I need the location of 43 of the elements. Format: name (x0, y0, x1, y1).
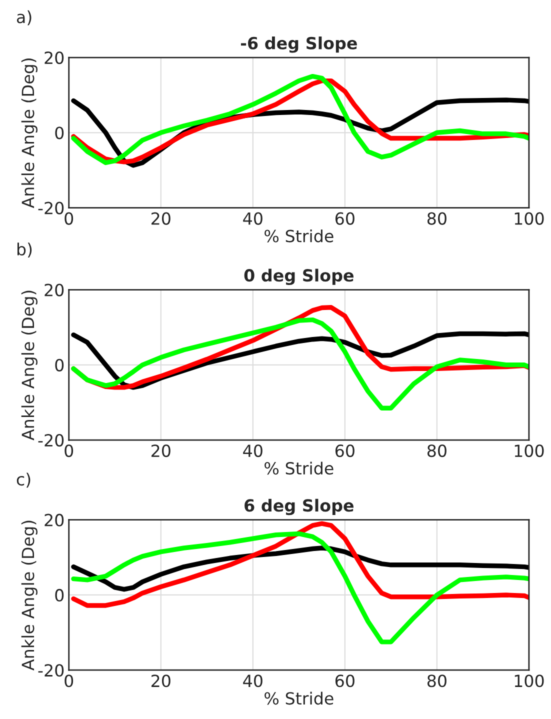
y-tick-label: 20 (44, 51, 64, 64)
x-tick-label: 100 (514, 444, 544, 458)
x-tick-label: 100 (514, 212, 544, 225)
y-tick-label: -20 (38, 434, 64, 447)
line-series (71, 317, 529, 410)
x-tick-label: 20 (152, 212, 170, 225)
y-tick-label: 0 (55, 126, 64, 140)
chart-title: -6 deg Slope (240, 36, 357, 53)
x-tick-label: 40 (243, 674, 262, 688)
y-tick-label: 0 (55, 358, 64, 372)
x-tick-label: 60 (335, 212, 354, 225)
y-tick-label: -20 (38, 664, 64, 677)
x-tick-label: 80 (427, 674, 446, 688)
line-series (71, 521, 529, 608)
x-tick-label: 0 (64, 212, 74, 225)
x-tick-label: 0 (64, 444, 74, 458)
y-tick-label: 20 (44, 284, 64, 296)
text: b) (17, 242, 32, 258)
y-axis-title: Ankle Angle (Deg) (21, 58, 38, 208)
x-tick-label: 40 (243, 444, 262, 458)
x-tick-label: 60 (335, 674, 354, 688)
x-axis-title: % Stride (264, 462, 334, 475)
text: a) (16, 10, 32, 26)
y-tick-label: 20 (44, 514, 64, 526)
x-axis-title: % Stride (264, 692, 334, 705)
x-tick-label: 100 (514, 674, 544, 688)
line-series (71, 546, 529, 592)
x-tick-label: 0 (64, 674, 74, 688)
y-axis-title: Ankle Angle (Deg) (21, 520, 38, 670)
x-tick-label: 20 (152, 674, 170, 688)
x-tick-label: 40 (243, 212, 262, 225)
y-tick-label: 0 (55, 588, 64, 602)
chart-title: 0 deg Slope (244, 268, 354, 286)
y-tick-label: -20 (38, 202, 64, 214)
x-tick-label: 20 (152, 444, 170, 458)
line-series (71, 531, 529, 644)
y-axis-title: Ankle Angle (Deg) (21, 290, 38, 440)
x-axis-title: % Stride (264, 229, 334, 242)
text: c) (16, 472, 30, 488)
x-tick-label: 80 (427, 212, 446, 225)
x-tick-label: 80 (427, 444, 446, 458)
x-tick-label: 60 (335, 444, 354, 458)
chart-title: 6 deg Slope (244, 498, 354, 516)
